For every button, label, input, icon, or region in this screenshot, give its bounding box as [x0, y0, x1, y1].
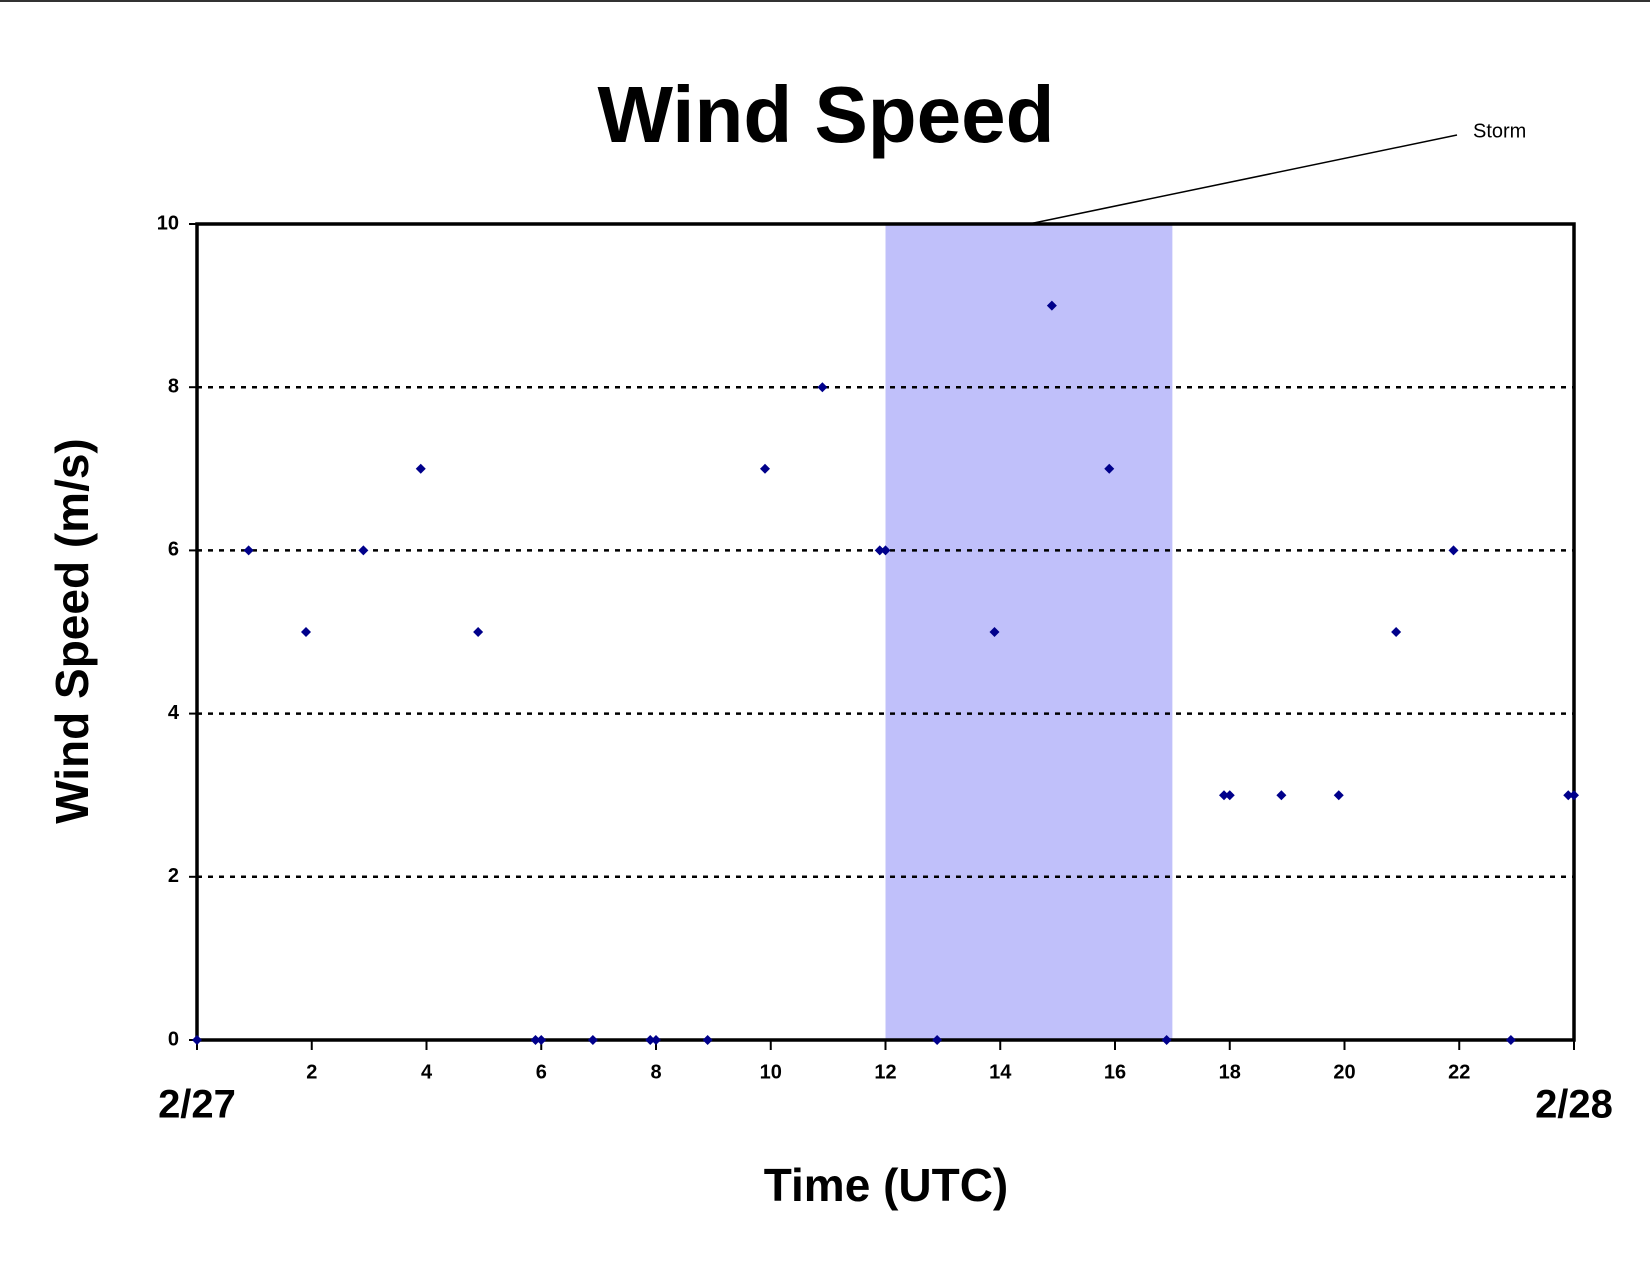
data-point [415, 463, 426, 474]
data-point [702, 1035, 713, 1045]
date-label: 2/28 [1535, 1083, 1613, 1127]
data-point [651, 1035, 661, 1045]
data-point [243, 545, 254, 556]
data-point [1505, 1035, 1516, 1045]
data-point [1104, 463, 1115, 474]
data-point [1046, 300, 1057, 311]
x-tick-label: 10 [760, 1061, 782, 1083]
y-tick-label: 2 [168, 865, 179, 887]
data-point [880, 545, 891, 556]
annotation-line [1028, 134, 1458, 225]
y-tick-label: 0 [168, 1028, 179, 1050]
data-point [1391, 627, 1402, 637]
x-tick-label: 22 [1448, 1061, 1470, 1083]
y-tick-label: 8 [168, 375, 179, 397]
date-label: 2/27 [158, 1083, 236, 1127]
data-point [536, 1035, 547, 1045]
data-point [1333, 790, 1344, 801]
data-point [192, 1035, 202, 1045]
data-point [358, 545, 369, 556]
data-point [530, 1035, 541, 1045]
x-tick-label: 18 [1219, 1061, 1241, 1083]
data-point [473, 627, 484, 637]
data-point [760, 463, 771, 474]
storm-band [885, 224, 1173, 1040]
data-point [1563, 790, 1574, 801]
data-point [932, 1035, 943, 1045]
x-tick-label: 14 [989, 1061, 1012, 1083]
data-point [1569, 790, 1579, 801]
chart-title: Wind Speed [597, 70, 1054, 159]
x-tick-label: 6 [536, 1061, 547, 1083]
y-tick-label: 10 [157, 212, 179, 234]
plot-frame [195, 222, 1576, 1042]
x-tick-label: 20 [1333, 1061, 1355, 1083]
x-axis-label: Time (UTC) [764, 1159, 1009, 1211]
x-tick-label: 16 [1104, 1061, 1126, 1083]
data-point [1219, 790, 1230, 801]
x-tick-label: 8 [650, 1061, 661, 1083]
data-point [1224, 790, 1235, 801]
data-point [817, 382, 828, 393]
x-tick-label: 4 [421, 1061, 433, 1083]
data-point [874, 545, 885, 556]
data-point [1276, 790, 1287, 801]
data-point [645, 1035, 656, 1045]
x-tick-label: 2 [306, 1061, 317, 1083]
annotation: Storm [1473, 120, 1526, 142]
data-point [989, 627, 1000, 637]
data-point [1448, 545, 1459, 556]
y-tick-label: 6 [168, 539, 179, 561]
data-point [301, 627, 312, 637]
x-tick-label: 12 [874, 1061, 896, 1083]
data-point [587, 1035, 598, 1045]
y-tick-label: 4 [168, 702, 180, 724]
y-axis-label: Wind Speed (m/s) [46, 438, 98, 824]
data-point [1161, 1035, 1172, 1045]
